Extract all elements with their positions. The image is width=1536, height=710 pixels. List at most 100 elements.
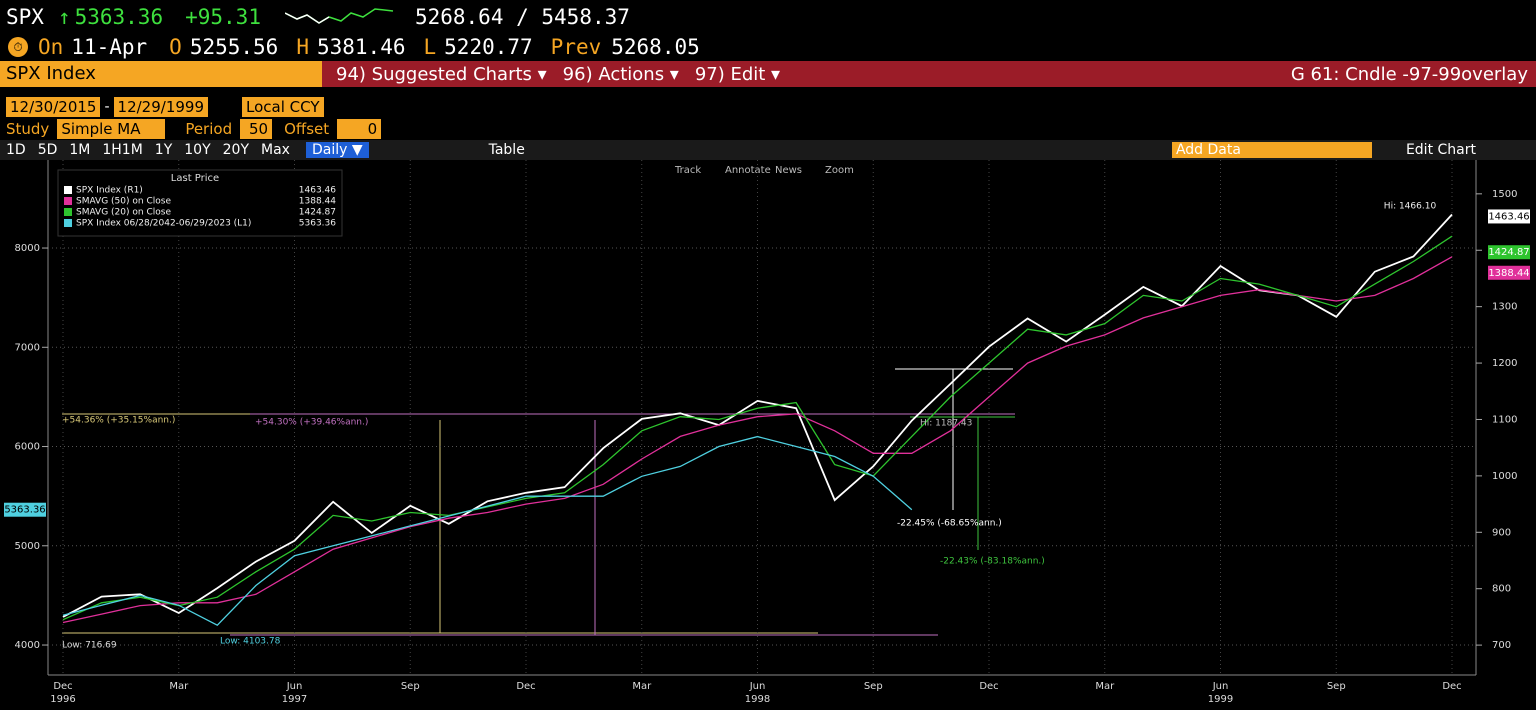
date: 11-Apr <box>71 34 148 59</box>
chart-tool[interactable]: Zoom <box>825 165 854 176</box>
annotation: Low: 4103.78 <box>220 637 281 647</box>
period-value[interactable]: 50 <box>240 119 273 139</box>
legend-value: 1463.46 <box>299 186 336 196</box>
legend-label: SPX Index (R1) <box>76 186 143 196</box>
x-year-label: 1999 <box>1208 694 1233 705</box>
legend-label: SMAVG (20) on Close <box>76 208 171 218</box>
frequency[interactable]: Daily ▼ <box>305 142 369 158</box>
legend-label: SPX Index 06/28/2042-06/29/2023 (L1) <box>76 219 251 229</box>
y2-tick-label: 1500 <box>1492 189 1517 200</box>
x-tick-label: Sep <box>1327 681 1346 692</box>
value-tag <box>4 502 46 517</box>
value-tag <box>1488 209 1530 224</box>
end-date[interactable]: 12/29/1999 <box>113 97 208 117</box>
legend-value: 1424.87 <box>299 208 336 218</box>
x-year-label: 1996 <box>50 694 75 705</box>
annotation: Hi: 1187.43 <box>920 419 972 429</box>
y2-tick-label: 1100 <box>1492 414 1517 425</box>
chart-tool[interactable]: Track <box>674 165 701 176</box>
y2-tick-label: 1000 <box>1492 471 1517 482</box>
value-tag-label: 5363.36 <box>4 505 45 516</box>
y2-tick-label: 800 <box>1492 584 1511 595</box>
y-tick-label: 5000 <box>15 541 40 552</box>
legend-swatch <box>64 197 72 205</box>
study-value[interactable]: Simple MA <box>57 119 166 139</box>
period-button[interactable]: 1H1M <box>102 142 143 158</box>
low-label: L <box>423 34 437 59</box>
legend-swatch <box>64 208 72 216</box>
y-tick-label: 7000 <box>15 342 40 353</box>
value-tag <box>1488 265 1530 280</box>
quote-row: ⏱ On 11-Apr O 5255.56 H 5381.46 L 5220.7… <box>0 33 1536 60</box>
y-tick-label: 4000 <box>15 640 40 651</box>
legend-value: 1388.44 <box>299 197 336 207</box>
edit-chart[interactable]: Edit Chart <box>1405 142 1476 158</box>
header-row: SPX ↑ 5363.36 +95.31 5268.64 / 5458.37 <box>0 0 1536 33</box>
series-line <box>62 213 1453 618</box>
menu-item[interactable]: 96) Actions ▾ <box>562 63 679 85</box>
period-button[interactable]: 10Y <box>184 142 211 158</box>
x-tick-label: Sep <box>864 681 883 692</box>
high: 5381.46 <box>316 34 406 59</box>
y2-tick-label: 1200 <box>1492 358 1517 369</box>
annotation: -22.45% (-68.65%ann.) <box>897 519 1002 529</box>
on-label: On <box>38 34 64 59</box>
table-button[interactable]: Table <box>488 142 525 158</box>
legend-label: SMAVG (50) on Close <box>76 197 171 207</box>
annotation: +54.30% (+39.46%ann.) <box>255 418 368 428</box>
x-tick-label: Jun <box>286 681 303 692</box>
currency[interactable]: Local CCY <box>242 97 324 117</box>
chart-tool[interactable]: News <box>775 165 802 176</box>
menu-bar: SPX Index 94) Suggested Charts ▾ 96) Act… <box>0 61 1536 87</box>
period-button[interactable]: 1M <box>69 142 91 158</box>
value-tag-label: 1463.46 <box>1488 211 1529 222</box>
annotation: +54.36% (+35.15%ann.) <box>62 416 175 426</box>
x-year-label: 1998 <box>745 694 770 705</box>
chart-tool[interactable]: Annotate <box>725 165 771 176</box>
series-line <box>62 435 913 626</box>
sparkline <box>284 7 394 24</box>
legend-box <box>57 169 343 237</box>
y2-tick-label: 700 <box>1492 640 1511 651</box>
period-label: Period <box>185 120 233 138</box>
y2-tick-label: 900 <box>1492 527 1511 538</box>
prev: 5268.05 <box>611 34 700 59</box>
dash: - <box>104 99 110 115</box>
period-button[interactable]: 20Y <box>222 142 250 158</box>
x-tick-label: Dec <box>1442 681 1461 692</box>
period-button[interactable]: 1Y <box>154 142 173 158</box>
menu-item[interactable]: 94) Suggested Charts ▾ <box>336 63 547 85</box>
offset-label: Offset <box>284 120 330 138</box>
menu-item[interactable]: 97) Edit ▾ <box>694 63 781 85</box>
x-tick-label: Dec <box>979 681 998 692</box>
start-date[interactable]: 12/30/2015 <box>6 97 101 117</box>
x-tick-label: Sep <box>401 681 420 692</box>
ticker[interactable]: SPX Index <box>0 61 322 87</box>
value-tag-label: 1388.44 <box>1488 268 1529 279</box>
open: 5255.56 <box>189 34 279 59</box>
add-data[interactable]: Add Data <box>1171 142 1372 158</box>
y-tick-label: 8000 <box>15 243 40 254</box>
period-button[interactable]: Max <box>261 142 290 158</box>
x-tick-label: Dec <box>53 681 72 692</box>
x-year-label: 1997 <box>282 694 307 705</box>
chart-name: G 61: Cndle -97-99overlay <box>1290 63 1528 85</box>
x-tick-label: Dec <box>516 681 535 692</box>
high-label: H <box>296 34 309 59</box>
icon[interactable]: ⏱ <box>8 36 28 57</box>
period-button[interactable]: 1D <box>6 142 26 158</box>
open-label: O <box>169 34 182 59</box>
symbol: SPX <box>6 4 44 29</box>
study-row: Study Simple MA Period 50 Offset 0 <box>0 118 1536 140</box>
series-line <box>62 256 1453 624</box>
x-tick-label: Jun <box>1212 681 1229 692</box>
prev-label: Prev <box>550 34 602 59</box>
offset-value[interactable]: 0 <box>337 119 382 139</box>
value-tag-label: 1424.87 <box>1488 247 1529 258</box>
y2-tick-label: 1300 <box>1492 302 1517 313</box>
legend-swatch <box>64 186 72 194</box>
period-button[interactable]: 5D <box>37 142 58 158</box>
annotation: Hi: 1466.10 <box>1384 202 1437 212</box>
legend-title: Last Price <box>171 173 219 184</box>
